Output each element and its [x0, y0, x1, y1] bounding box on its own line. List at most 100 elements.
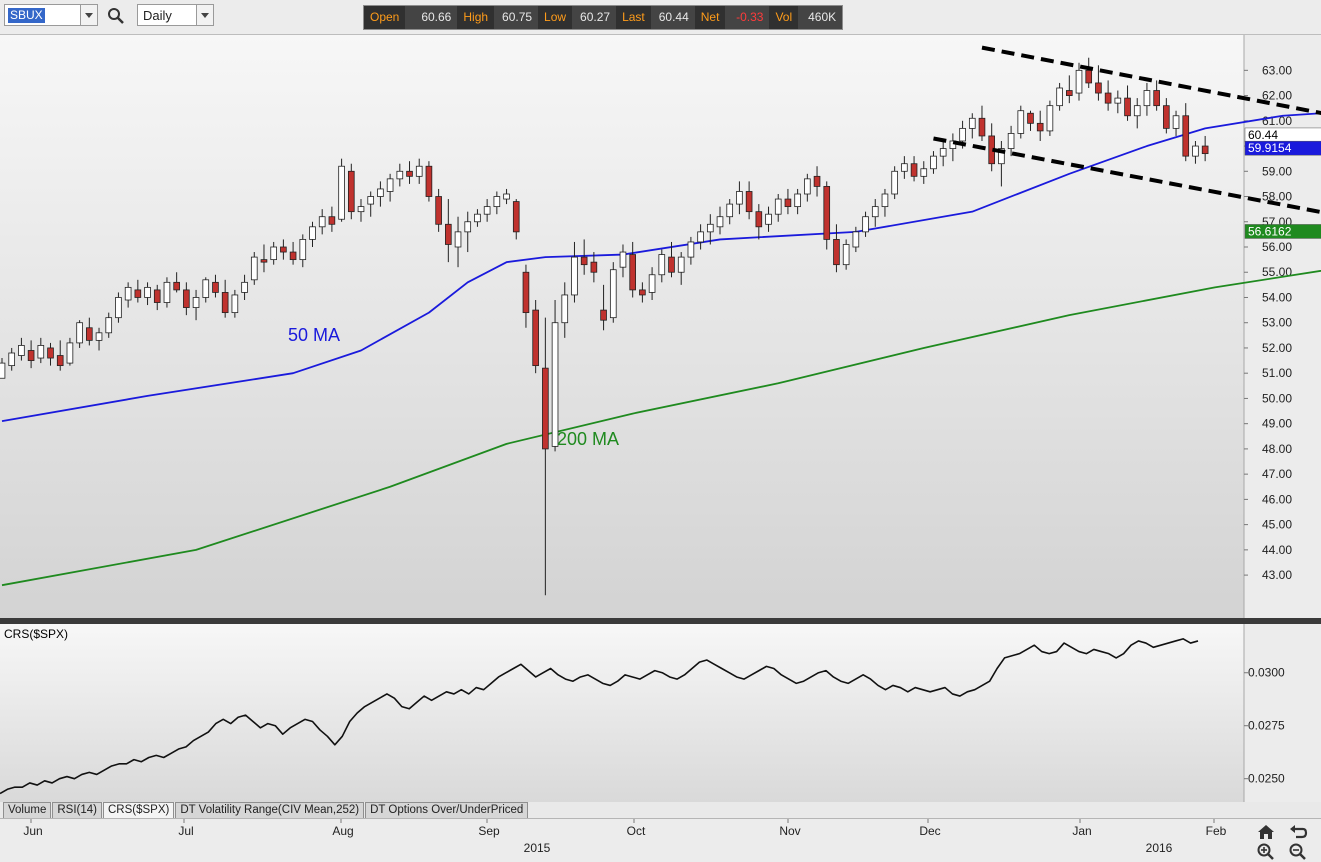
candle: [609, 262, 617, 323]
price-tick-label: 62.00: [1262, 89, 1292, 103]
candle-body: [852, 231, 860, 248]
trendline[interactable]: [981, 45, 1321, 157]
candle-body: [1182, 115, 1190, 157]
zoom-out-icon[interactable]: [1289, 843, 1306, 860]
tab-rsi-14[interactable]: RSI(14): [52, 802, 102, 818]
symbol-input[interactable]: SBUX: [4, 4, 98, 26]
candle: [280, 239, 287, 260]
candle: [183, 282, 190, 316]
candle-body: [862, 216, 869, 233]
candle-body: [503, 193, 510, 200]
candle-body: [124, 286, 132, 301]
price-chart[interactable]: 63.0062.0061.0060.0059.0058.0057.0056.00…: [0, 35, 1321, 620]
candle: [512, 199, 520, 240]
month-label: Jan: [1072, 824, 1091, 838]
candle: [192, 289, 200, 321]
candle-body: [561, 294, 569, 324]
candle: [813, 166, 821, 197]
time-axis: Jun Jul Aug Sep Oct Nov Dec Jan Feb 2015 2016: [0, 818, 1321, 862]
candle: [134, 279, 142, 303]
candle-body: [706, 223, 714, 233]
candle-body: [580, 256, 588, 266]
candle: [910, 156, 918, 182]
candle-body: [1017, 110, 1025, 134]
time-axis-svg: Jun Jul Aug Sep Oct Nov Dec Jan Feb 2015 2016: [23, 819, 1308, 860]
candle-body: [445, 223, 452, 245]
candle: [347, 163, 355, 220]
candle-body: [959, 127, 966, 142]
candle-body: [551, 322, 559, 447]
candle: [105, 312, 113, 338]
candle-body: [998, 148, 1005, 165]
candle-body: [745, 191, 753, 213]
candle-body: [37, 345, 45, 359]
tab-crs-spx[interactable]: CRS($SPX): [102, 802, 175, 818]
candle: [998, 141, 1005, 187]
candle: [95, 327, 103, 351]
candle-body: [736, 191, 743, 205]
candle: [784, 188, 792, 215]
search-icon[interactable]: [106, 6, 126, 26]
candle-body: [765, 213, 772, 225]
candle-body: [891, 170, 898, 195]
candle-body: [687, 241, 695, 258]
home-icon[interactable]: [1258, 825, 1274, 839]
candle: [464, 211, 472, 253]
quote-value-high: 60.75: [494, 6, 539, 29]
candle: [1124, 85, 1131, 121]
candle-body: [881, 193, 889, 208]
price-badge-label: 60.44: [1248, 128, 1278, 142]
tab-dt-volatility-range-civ-mean-252[interactable]: DT Volatility Range(CIV Mean,252): [175, 802, 365, 818]
candle: [891, 166, 898, 200]
tab-volume[interactable]: Volume: [3, 802, 52, 818]
candle: [629, 241, 636, 298]
tab-dt-options-over-underpriced[interactable]: DT Options Over/UnderPriced: [365, 802, 529, 818]
price-tick-label: 63.00: [1262, 63, 1292, 77]
candle-body: [949, 140, 957, 149]
candle: [968, 113, 976, 139]
candle: [736, 181, 743, 215]
zoom-in-icon[interactable]: [1257, 843, 1274, 860]
candle: [396, 163, 404, 187]
candle: [338, 158, 345, 222]
candle: [386, 173, 394, 202]
candle-body: [56, 355, 64, 367]
candle: [445, 199, 452, 263]
price-tick-label: 58.00: [1262, 190, 1292, 204]
candle: [842, 239, 850, 270]
zoom-in-lens: [1257, 843, 1271, 857]
candle: [600, 284, 607, 331]
candle-body: [173, 281, 180, 291]
price-chart-svg: 63.0062.0061.0060.0059.0058.0057.0056.00…: [0, 35, 1321, 618]
candle: [367, 191, 375, 217]
quote-value-net: -0.33: [725, 6, 770, 29]
pane-divider[interactable]: [0, 618, 1321, 624]
ma200-annotation: 200 MA: [557, 429, 619, 449]
candle: [1153, 80, 1160, 111]
candle-body: [813, 175, 821, 187]
quote-label-net: Net: [694, 6, 726, 29]
candle-body: [1085, 69, 1093, 84]
undo-icon[interactable]: [1290, 825, 1308, 839]
crs-line: [0, 638, 1199, 795]
candle: [1085, 57, 1093, 88]
price-tick-label: 48.00: [1262, 442, 1292, 456]
candle-body: [76, 322, 83, 344]
candle: [8, 347, 16, 371]
candle: [823, 181, 831, 250]
candle: [1182, 103, 1190, 162]
trendline[interactable]: [933, 136, 1321, 254]
interval-dropdown-arrow[interactable]: [196, 5, 213, 25]
symbol-dropdown-arrow[interactable]: [80, 5, 97, 25]
candle-body: [1007, 133, 1015, 149]
candle-body: [600, 309, 607, 321]
month-label: Jun: [23, 824, 42, 838]
interval-select[interactable]: Daily: [137, 4, 214, 26]
month-label: Dec: [919, 824, 940, 838]
month-label: Oct: [627, 824, 646, 838]
quote-label-open: Open: [364, 6, 406, 29]
candle-body: [774, 198, 782, 215]
candle-body: [978, 117, 986, 137]
indicator-pane[interactable]: 0.0300 0.0275 0.0250 CRS($SPX): [0, 624, 1321, 802]
candle-body: [1075, 69, 1083, 94]
